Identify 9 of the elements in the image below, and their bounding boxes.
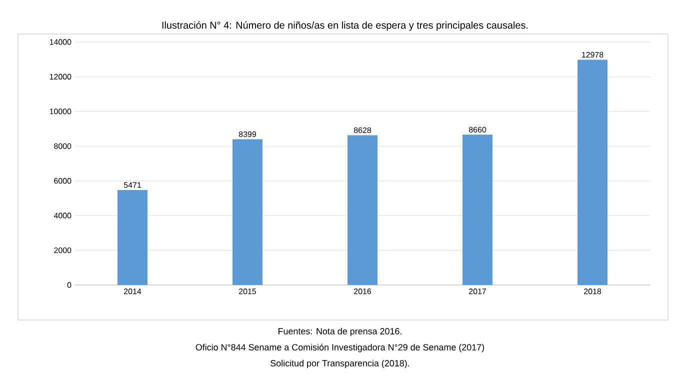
text: Solicitud por Transparencia (2018).: [270, 360, 410, 368]
source-note: Fuentes: Nota de prensa 2016.: [278, 328, 402, 336]
bar: [348, 135, 378, 285]
chart-title: Ilustración N° 4: Número de niños/as en lista de espera y tres principales causales.: [162, 21, 528, 31]
bar: [232, 139, 263, 285]
bar: [118, 190, 148, 285]
text: Oficio N°844 Sename a Comisión Investigadora N°29 de Sename (2017): [196, 344, 484, 352]
bar: [462, 134, 493, 285]
bar: [578, 60, 608, 285]
